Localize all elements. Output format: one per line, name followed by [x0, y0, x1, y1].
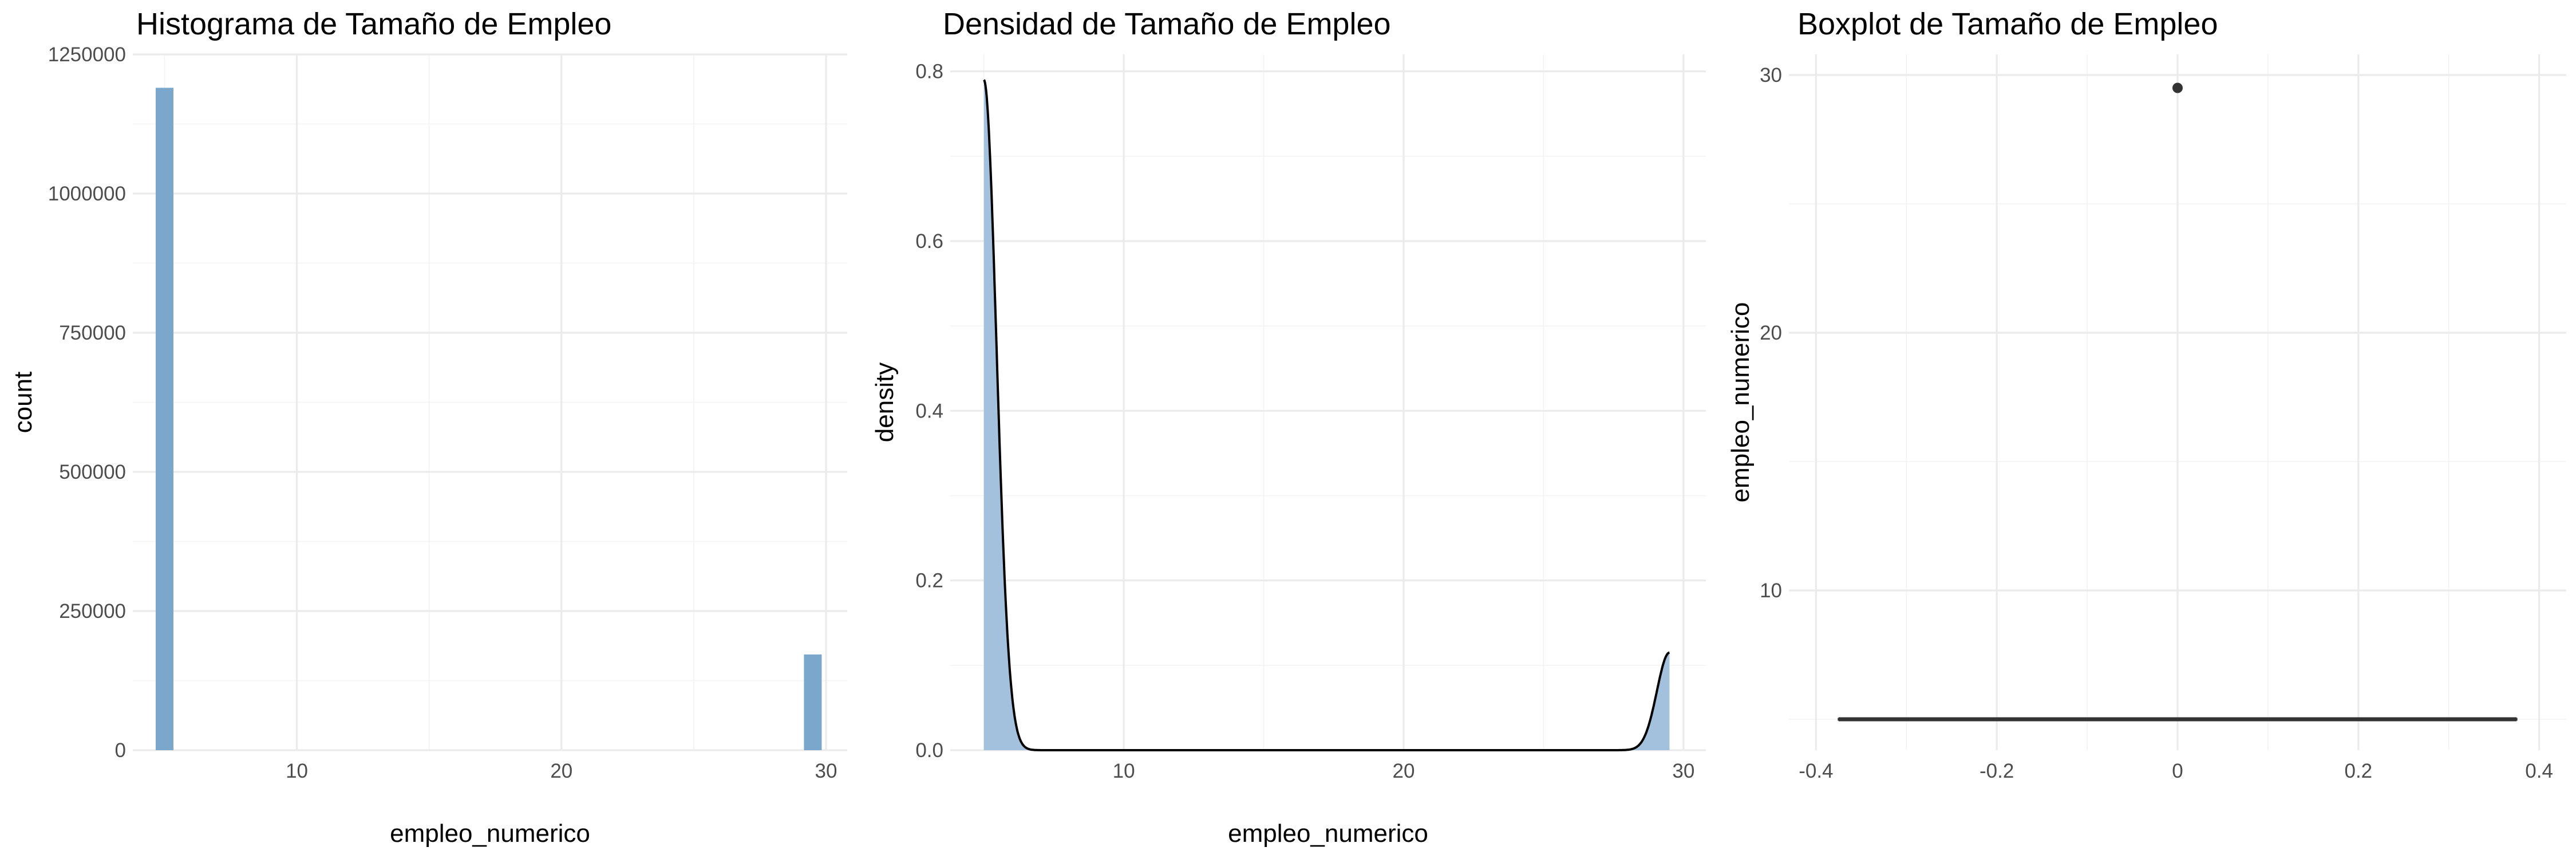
y-tick-label: 0 [115, 739, 126, 762]
x-axis-label: empleo_numerico [1228, 819, 1428, 848]
x-axis-label: empleo_numerico [390, 819, 590, 848]
chart-title: Densidad de Tamaño de Empleo [943, 7, 1391, 41]
y-tick-label: 10 [1760, 580, 1782, 602]
x-tick-label: -0.2 [1980, 760, 2014, 782]
x-tick-label: 20 [1393, 760, 1415, 782]
y-tick-label: 0.0 [915, 739, 943, 762]
y-tick-label: 250000 [59, 600, 126, 622]
y-tick-label: 0.2 [915, 570, 943, 592]
y-tick-label: 750000 [59, 322, 126, 344]
y-axis-label: density [871, 362, 899, 442]
density-line [983, 79, 1670, 751]
x-tick-label: -0.4 [1799, 760, 1833, 782]
y-axis-label: empleo_numerico [1726, 302, 1755, 503]
x-tick-label: 0 [2172, 760, 2183, 782]
y-tick-label: 0.8 [915, 61, 943, 83]
y-tick-label: 20 [1760, 322, 1782, 344]
chart-title: Histograma de Tamaño de Empleo [136, 7, 611, 41]
y-tick-label: 30 [1760, 64, 1782, 86]
x-tick-label: 30 [1672, 760, 1694, 782]
histogram-panel: 10 20 30 0 250000 500000 750000 1000000 1250000 H… [9, 7, 847, 848]
chart-title: Boxplot de Tamaño de Empleo [1797, 7, 2218, 41]
x-tick-label: 30 [815, 760, 837, 782]
boxplot-panel: -0.4 -0.2 0 0.2 0.4 10 20 30 Boxplot de Tamaño d… [1726, 7, 2566, 782]
histogram-bar [155, 88, 173, 750]
x-tick-label: 10 [286, 760, 308, 782]
x-tick-label: 20 [550, 760, 572, 782]
histogram-bar [804, 654, 822, 750]
y-tick-label: 0.6 [915, 230, 943, 253]
x-tick-label: 0.2 [2344, 760, 2372, 782]
y-tick-label: 0.4 [915, 400, 943, 422]
y-tick-label: 500000 [59, 461, 126, 483]
outlier-point [2172, 82, 2183, 93]
y-tick-label: 1250000 [48, 44, 126, 66]
x-tick-label: 10 [1113, 760, 1135, 782]
y-axis-label: count [9, 372, 37, 434]
y-tick-label: 1000000 [48, 183, 126, 205]
x-tick-label: 0.4 [2525, 760, 2553, 782]
density-area [983, 80, 1670, 750]
